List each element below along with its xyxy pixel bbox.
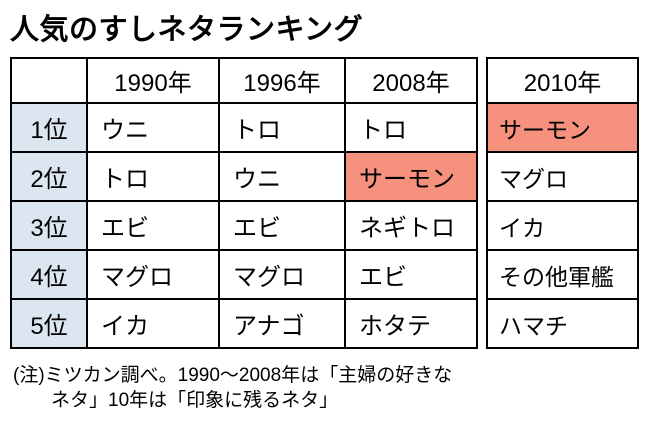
topping-cell: エビ bbox=[86, 200, 220, 251]
table-row: その他軍艦 bbox=[486, 249, 639, 300]
topping-cell: ウニ bbox=[86, 102, 220, 153]
topping-cell: マグロ bbox=[486, 151, 639, 202]
topping-cell: トロ bbox=[218, 102, 346, 153]
topping-cell-highlighted: サーモン bbox=[486, 102, 639, 153]
source-note: (注)ミツカン調べ。1990〜2008年は「主婦の好きな ネタ」10年は「印象に… bbox=[13, 363, 639, 413]
source-note-line2: ネタ」10年は「印象に残るネタ」 bbox=[51, 390, 339, 412]
topping-cell: マグロ bbox=[218, 249, 346, 300]
infographic: 人気のすしネタランキング 1990年 1996年 2008年 1位 ウニ トロ … bbox=[10, 14, 639, 413]
topping-cell: ネギトロ bbox=[344, 200, 478, 251]
rank-cell: 3位 bbox=[10, 200, 88, 251]
corner-cell bbox=[10, 57, 88, 104]
year-header-2010: 2010年 bbox=[486, 57, 639, 104]
topping-cell: アナゴ bbox=[218, 298, 346, 349]
topping-cell: その他軍艦 bbox=[486, 249, 639, 300]
topping-cell: トロ bbox=[344, 102, 478, 153]
year-header-1990: 1990年 bbox=[86, 57, 220, 104]
topping-cell: ホタテ bbox=[344, 298, 478, 349]
year-header-1996: 1996年 bbox=[218, 57, 346, 104]
main-ranking-table: 1990年 1996年 2008年 1位 ウニ トロ トロ 2位 トロ ウニ サ… bbox=[10, 57, 478, 349]
table-row: 4位 マグロ マグロ エビ bbox=[10, 249, 478, 300]
table-row: ハマチ bbox=[486, 298, 639, 349]
table-row: マグロ bbox=[486, 151, 639, 202]
table-row: イカ bbox=[486, 200, 639, 251]
topping-cell: イカ bbox=[86, 298, 220, 349]
rank-cell: 5位 bbox=[10, 298, 88, 349]
ranking-tables: 1990年 1996年 2008年 1位 ウニ トロ トロ 2位 トロ ウニ サ… bbox=[10, 57, 639, 349]
rank-cell: 4位 bbox=[10, 249, 88, 300]
page-title: 人気のすしネタランキング bbox=[10, 14, 364, 46]
topping-cell: エビ bbox=[344, 249, 478, 300]
topping-cell: ハマチ bbox=[486, 298, 639, 349]
table-2010-column: 2010年 サーモン マグロ イカ その他軍艦 ハマチ bbox=[486, 57, 639, 349]
table-row: 1位 ウニ トロ トロ bbox=[10, 102, 478, 153]
topping-cell: トロ bbox=[86, 151, 220, 202]
year-header-2008: 2008年 bbox=[344, 57, 478, 104]
table-row: 2位 トロ ウニ サーモン bbox=[10, 151, 478, 202]
rank-cell: 2位 bbox=[10, 151, 88, 202]
table-row: サーモン bbox=[486, 102, 639, 153]
table-row: 5位 イカ アナゴ ホタテ bbox=[10, 298, 478, 349]
topping-cell: マグロ bbox=[86, 249, 220, 300]
topping-cell: エビ bbox=[218, 200, 346, 251]
source-note-line1: (注)ミツカン調べ。1990〜2008年は「主婦の好きな bbox=[13, 365, 453, 386]
header-row: 1990年 1996年 2008年 bbox=[10, 57, 478, 104]
topping-cell: イカ bbox=[486, 200, 639, 251]
topping-cell: ウニ bbox=[218, 151, 346, 202]
table-row: 3位 エビ エビ ネギトロ bbox=[10, 200, 478, 251]
header-row-2010: 2010年 bbox=[486, 57, 639, 104]
rank-cell: 1位 bbox=[10, 102, 88, 153]
topping-cell-highlighted: サーモン bbox=[344, 151, 478, 202]
